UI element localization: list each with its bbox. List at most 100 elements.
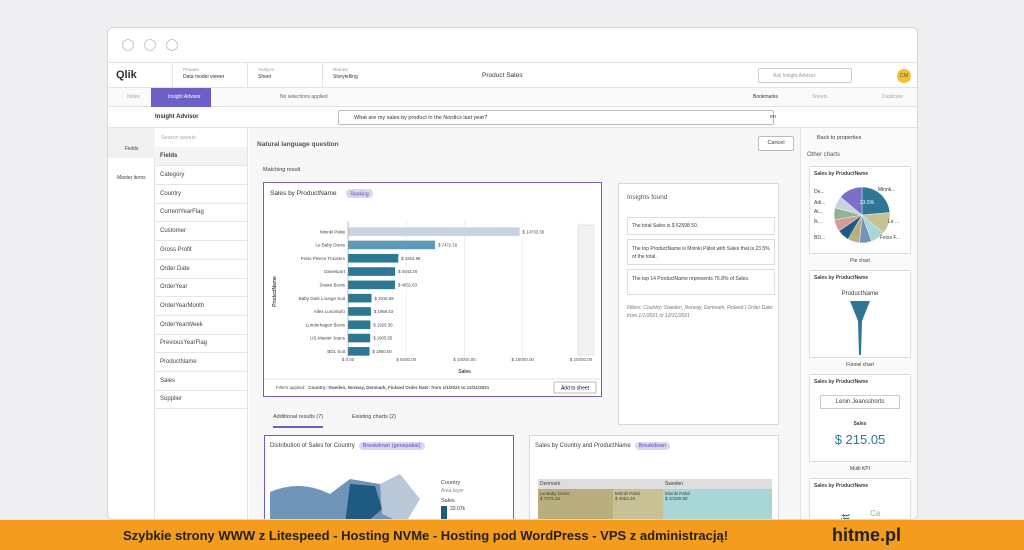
caption: Multi KPI: [849, 466, 870, 472]
suggestion-label: Le ...: [888, 219, 900, 225]
caption: Pie chart: [850, 258, 870, 264]
field[interactable]: PreviousYearFlag: [155, 334, 247, 354]
pie: [833, 186, 891, 244]
insight-tab[interactable]: Insight Advisor: [151, 88, 211, 107]
suggestion-title: Sales by ProductName: [814, 379, 869, 385]
advisor-bar: Insight Advisor What are my sales by pro…: [108, 107, 917, 128]
chart: Sales by ProductName Ranking $ 0.00 $ 5000.…: [264, 189, 600, 394]
suggestion-label: Al...: [814, 209, 823, 215]
field[interactable]: Customer: [155, 222, 247, 242]
avatar[interactable]: CM: [897, 69, 911, 83]
insight: The top ProductName is Minnki Pälsii wit…: [627, 239, 775, 265]
field[interactable]: OrderYearWeek: [155, 316, 247, 335]
x-tick-label: $ 0.00: [342, 357, 355, 362]
x-tick-label: $ 20000.00: [570, 357, 593, 362]
field[interactable]: Sales: [155, 372, 247, 391]
field[interactable]: OrderYearMonth: [155, 297, 247, 316]
insight: The total Sales is $ 62598.50.: [627, 217, 775, 235]
back[interactable]: Back to properties: [817, 135, 862, 141]
y-tick-label: US-Master Jeans: [310, 336, 346, 341]
search-box[interactable]: Ask Insight Advisor: [758, 68, 852, 83]
lang[interactable]: en: [770, 114, 777, 120]
fields-tab[interactable]: Fields: [108, 128, 155, 158]
funnel: [850, 301, 870, 355]
banner: Szybkie strony WWW z Litespeed - Hosting…: [0, 520, 1024, 550]
bookmarks[interactable]: Bookmarks: [753, 94, 779, 100]
result-tab[interactable]: Existing charts (2): [352, 414, 397, 420]
nlq-heading: Natural language question: [257, 141, 339, 148]
asset-search[interactable]: Search assets: [161, 135, 196, 141]
caption: Funnel chart: [846, 362, 874, 368]
field[interactable]: OrderYear: [155, 278, 247, 298]
cell: Le Baby Dress $ 7472.16: [538, 489, 613, 519]
insights-title: Insights found: [627, 194, 668, 201]
chart-suggestion[interactable]: Sales by ProductName ProductName: [809, 270, 911, 358]
bar: [348, 267, 396, 276]
bar: [348, 320, 371, 330]
bar: [348, 280, 395, 290]
map-card: Distribution of Sales for Country Breakdo…: [264, 435, 514, 519]
x-tick-label: $ 15000.00: [511, 357, 534, 362]
y-axis-label: ProductName: [272, 276, 278, 307]
chart-suggestion[interactable]: Sales by ProductName De... Adi... Al... Ik..…: [809, 166, 911, 254]
field[interactable]: Order Date: [155, 260, 247, 279]
chart-title: Sales by ProductName: [270, 190, 337, 197]
fields-heading: Fields: [155, 147, 247, 166]
value-label: $ 1905.55: [373, 336, 393, 341]
cell: Denmark: [538, 479, 663, 489]
chart-card[interactable]: Sales by ProductName Ranking $ 0.00 $ 5000.…: [263, 182, 602, 397]
y-tick-label: Daveriport: [324, 269, 346, 274]
chart-suggestion[interactable]: Sales by ProductName Lenin Jeansshorts Sal…: [809, 374, 911, 462]
nav-tab[interactable]: Narrate Storytelling: [322, 63, 397, 88]
value-label: $ 1968.43: [374, 309, 394, 314]
field[interactable]: Country: [155, 185, 247, 204]
bar: [348, 307, 371, 316]
y-tick-label: Minnki Pälsii: [320, 229, 345, 234]
badge: Breakdown (geospatial): [358, 442, 425, 450]
suggestion-title: Sales by ProductName: [814, 275, 869, 281]
add-label: Add to sheet: [561, 386, 590, 392]
bar: [348, 347, 370, 356]
window: Qlik Prepare Data model viewer Analyze Shee…: [107, 27, 918, 520]
app-title[interactable]: Product Sales: [482, 72, 523, 79]
matching: Matching result: [263, 167, 301, 173]
filters-value: Country: Sweden, Norway, Denmark, Finlan…: [308, 385, 489, 390]
query: What are my sales by product in the Nord…: [354, 115, 488, 121]
field[interactable]: Category: [155, 166, 247, 185]
badge: Breakdown: [634, 442, 671, 450]
right-panel: Back to properties Other charts Sales by…: [800, 128, 917, 519]
field[interactable]: Supplier: [155, 390, 247, 410]
x-tick-label: $ 5000.00: [396, 357, 417, 362]
field[interactable]: ProductName: [155, 353, 247, 372]
dot: [122, 39, 134, 51]
field[interactable]: CurrentYearFlag: [155, 203, 247, 223]
notes[interactable]: Notes: [127, 94, 141, 100]
selections: No selections applied: [280, 94, 328, 100]
dot: [166, 39, 178, 51]
logo[interactable]: Qlik: [116, 69, 137, 81]
nav-tab[interactable]: Analyze Sheet: [247, 63, 322, 88]
suggestion-label: $ 215.05: [834, 432, 886, 447]
nav-tab[interactable]: Prepare Data model viewer: [172, 63, 247, 88]
result-tab[interactable]: Additional results (7): [273, 414, 324, 428]
bar: [348, 333, 371, 343]
field[interactable]: Gross Profit: [155, 241, 247, 260]
banner-text: Szybkie strony WWW z Litespeed - Hosting…: [123, 528, 729, 543]
tabs: Prepare Data model viewer Analyze Sheet Narr…: [172, 63, 412, 88]
icon-rail: Fields Master items: [108, 128, 155, 519]
title: Distribution of Sales for Country: [270, 443, 355, 449]
tab-label[interactable]: Master items: [117, 175, 146, 181]
suggestion-label: Ik...: [814, 219, 823, 225]
suggestion-title: Sales by ProductName: [814, 483, 869, 489]
duplicate[interactable]: Duplicate: [882, 94, 903, 100]
sheets[interactable]: Sheets: [812, 94, 828, 100]
chart-suggestion[interactable]: Sales by ProductNameSuitCa: [809, 478, 911, 519]
legend: 33.07k: [450, 506, 466, 512]
toolbar: Notes Insight Advisor No selections appl…: [108, 88, 917, 107]
filters-label: Filters applied:: [276, 385, 305, 390]
bar: [348, 227, 520, 236]
query-box[interactable]: What are my sales by product in the Nord…: [338, 110, 774, 125]
nav-tab-label: Prepare: [183, 67, 200, 72]
cancel-button[interactable]: Cancel: [758, 136, 794, 151]
add-button[interactable]: [553, 381, 597, 394]
